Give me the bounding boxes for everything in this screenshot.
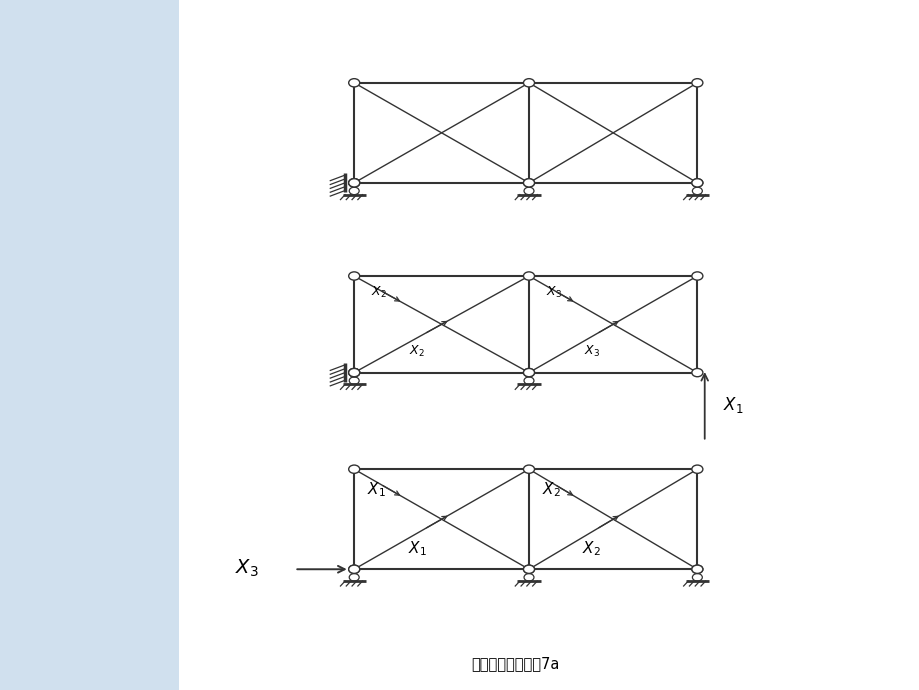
Bar [0, 0, 179, 690]
Circle shape [523, 368, 534, 377]
Text: $X_3$: $X_3$ [545, 285, 561, 300]
Text: $X_2$: $X_2$ [582, 540, 600, 558]
Circle shape [348, 368, 359, 377]
Circle shape [691, 79, 702, 87]
Text: $X_3$: $X_3$ [234, 558, 258, 578]
Circle shape [348, 272, 359, 280]
Circle shape [691, 179, 702, 187]
Circle shape [523, 368, 534, 377]
Circle shape [348, 179, 359, 187]
Circle shape [523, 465, 534, 473]
Circle shape [523, 179, 534, 187]
Circle shape [348, 465, 359, 473]
Text: 结构力学电子教案7a: 结构力学电子教案7a [471, 656, 559, 671]
Circle shape [523, 79, 534, 87]
Circle shape [348, 565, 359, 573]
Circle shape [523, 272, 534, 280]
Circle shape [348, 179, 359, 187]
Circle shape [691, 465, 702, 473]
Text: $X_2$: $X_2$ [370, 285, 386, 300]
Circle shape [523, 179, 534, 187]
Circle shape [691, 368, 702, 377]
Circle shape [348, 368, 359, 377]
Text: $X_1$: $X_1$ [407, 540, 425, 558]
Circle shape [348, 565, 359, 573]
Circle shape [691, 565, 702, 573]
Circle shape [691, 179, 702, 187]
Circle shape [523, 565, 534, 573]
Text: $X_2$: $X_2$ [409, 344, 425, 359]
Text: $X_1$: $X_1$ [722, 395, 743, 415]
Text: $X_3$: $X_3$ [584, 344, 599, 359]
Text: $X_2$: $X_2$ [541, 480, 560, 499]
Circle shape [691, 272, 702, 280]
Circle shape [348, 179, 359, 187]
Text: $X_1$: $X_1$ [367, 480, 385, 499]
Circle shape [691, 565, 702, 573]
Circle shape [348, 368, 359, 377]
Circle shape [523, 565, 534, 573]
Circle shape [348, 79, 359, 87]
